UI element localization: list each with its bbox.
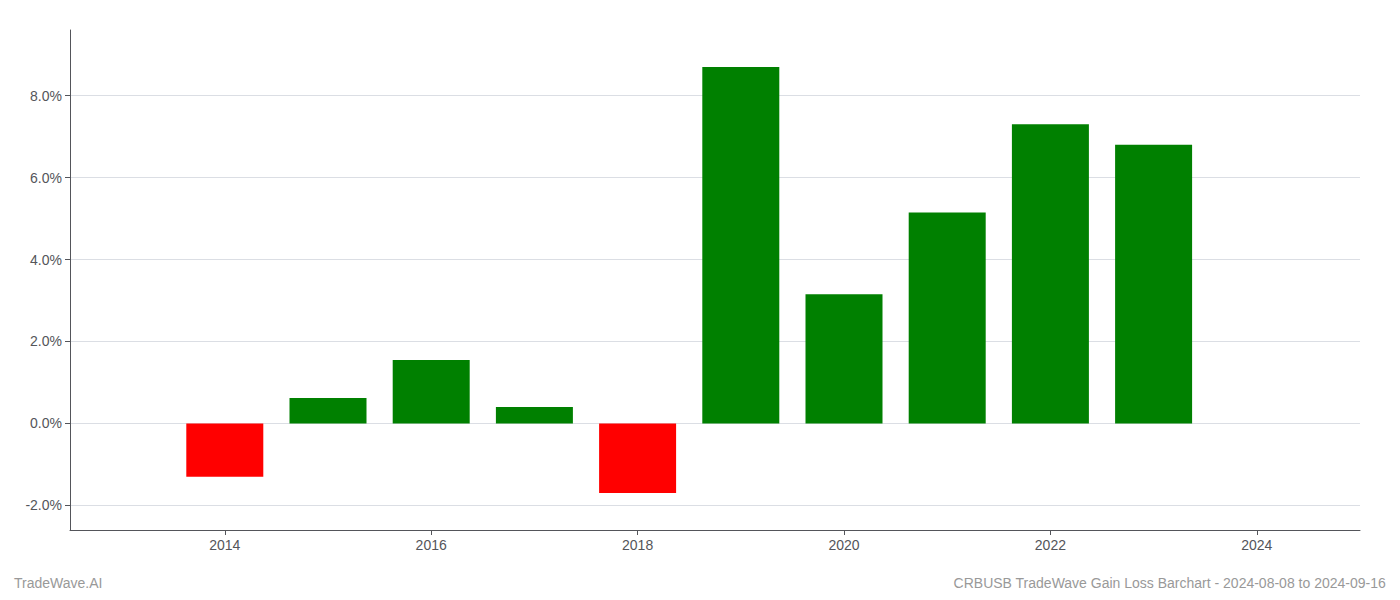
svg-text:8.0%: 8.0%	[30, 88, 62, 104]
svg-text:TradeWave.AI: TradeWave.AI	[14, 575, 102, 591]
svg-text:2.0%: 2.0%	[30, 333, 62, 349]
svg-text:6.0%: 6.0%	[30, 170, 62, 186]
svg-text:0.0%: 0.0%	[30, 415, 62, 431]
svg-text:2020: 2020	[828, 537, 859, 553]
svg-text:4.0%: 4.0%	[30, 252, 62, 268]
svg-text:2024: 2024	[1241, 537, 1272, 553]
svg-text:-2.0%: -2.0%	[25, 497, 62, 513]
svg-text:2016: 2016	[416, 537, 447, 553]
svg-text:2018: 2018	[622, 537, 653, 553]
svg-text:CRBUSB TradeWave Gain Loss Bar: CRBUSB TradeWave Gain Loss Barchart - 20…	[954, 575, 1386, 591]
svg-text:2022: 2022	[1035, 537, 1066, 553]
svg-text:2014: 2014	[209, 537, 240, 553]
